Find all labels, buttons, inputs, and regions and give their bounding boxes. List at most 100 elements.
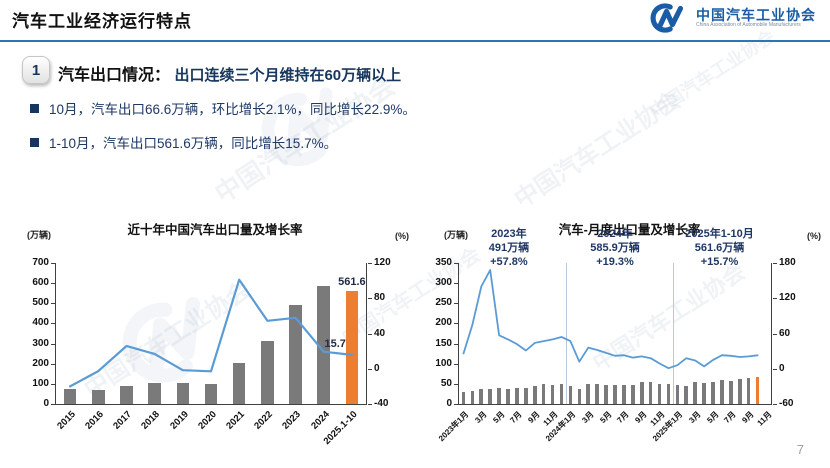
header-divider — [0, 40, 830, 42]
y-axis-tick-label-right: 0 — [374, 362, 380, 374]
y-axis-tick — [367, 263, 372, 264]
bar — [666, 383, 671, 404]
bar — [120, 386, 133, 404]
y-axis-tick — [50, 263, 55, 264]
watermark: 中国汽车工业协会 — [509, 86, 686, 214]
x-axis-tick-label: 2021 — [224, 409, 247, 432]
axis-unit-left: (万辆) — [444, 230, 468, 240]
y-axis-tick-label-left: 700 — [32, 257, 49, 268]
y-axis-tick — [453, 383, 458, 385]
y-axis-tick — [453, 343, 458, 345]
y-axis-tick — [772, 333, 777, 335]
x-axis-tick-label: 7月 — [508, 409, 524, 425]
y-axis-tick — [453, 303, 458, 305]
y-axis-tick — [453, 323, 458, 325]
y-axis-tick — [50, 363, 55, 365]
y-axis-tick-label-left: 200 — [435, 317, 452, 329]
section-heading-main: 汽车出口情况： — [58, 67, 171, 84]
y-axis-tick — [50, 404, 55, 405]
bar — [729, 380, 733, 404]
annotation: 2025年1-10月 561.6万辆 +15.7% — [685, 228, 754, 268]
y-axis-tick — [367, 368, 372, 370]
y-axis-tick-label-right: 0 — [779, 362, 785, 374]
bar — [595, 383, 599, 404]
logo-name-cn: 中国汽车工业协会 — [696, 7, 816, 24]
page-number: 7 — [796, 442, 804, 457]
y-axis-tick — [367, 333, 372, 335]
y-axis-tick — [453, 263, 458, 264]
bar — [746, 377, 751, 404]
x-axis-tick-label: 2023 — [280, 409, 304, 432]
y-axis-tick — [772, 298, 777, 300]
growth-rate-line — [462, 269, 759, 370]
bar — [755, 377, 760, 404]
y-axis-tick-label-left: 300 — [435, 277, 452, 289]
caam-logo-icon — [646, 3, 690, 33]
y-axis-tick — [453, 363, 458, 365]
y-axis-tick-label-left: 400 — [32, 317, 49, 329]
x-axis-tick-label: 2016 — [83, 409, 107, 432]
bullet-square-icon — [30, 137, 39, 147]
bar — [559, 383, 564, 404]
bullet-square-icon — [30, 103, 39, 113]
y-axis-tick — [367, 298, 372, 300]
x-axis-tick-label: 11月 — [755, 409, 774, 428]
bar — [604, 384, 608, 404]
chart-monthly-exports: (万辆) 汽车-月度出口量及增长率 (%) 0 50 100 150 200 250 300… — [432, 215, 827, 455]
y-axis-tick-label-right: 80 — [374, 292, 386, 304]
logo-name-en: China Association of Automobile Manufact… — [696, 22, 801, 29]
y-axis-tick-label-right: 120 — [374, 257, 391, 268]
x-axis-tick-label: 2018 — [139, 409, 163, 432]
bar — [524, 387, 528, 404]
bar — [586, 383, 591, 404]
y-axis-tick-label-left: 0 — [43, 398, 49, 409]
bar — [684, 386, 689, 404]
y-axis-tick-label-left: 100 — [32, 377, 49, 389]
bar — [541, 384, 546, 404]
bar — [737, 379, 742, 404]
y-axis-tick-label-left: 250 — [435, 297, 452, 309]
y-axis-tick-label-left: 100 — [435, 357, 452, 369]
y-axis-tick — [772, 368, 777, 370]
bar — [702, 383, 706, 404]
x-axis-tick-label: 3月 — [687, 409, 703, 425]
y-axis-tick-label-left: 0 — [446, 398, 452, 409]
plot-area: 0 50 100 150 200 250 300 350 -60 0 60 120 180 2023年1月… — [435, 228, 795, 443]
bar — [289, 305, 302, 404]
y-axis-tick — [50, 303, 55, 305]
bar — [148, 383, 161, 404]
x-axis-tick-label: 3月 — [473, 409, 489, 425]
y-axis-tick-label-right: -60 — [779, 398, 794, 409]
axis-unit-right: (%) — [395, 231, 409, 241]
chart-yearly-exports: (万辆) 近十年中国汽车出口量及增长率 (%) 0 100 200 300 400 500… — [15, 215, 415, 455]
y-axis-tick-label-left: 150 — [435, 337, 452, 349]
watermark-swoosh-icon — [241, 73, 370, 180]
bar — [532, 386, 537, 404]
chart-title: 汽车-月度出口量及增长率 — [558, 223, 701, 237]
y-axis-tick-label-left: 50 — [440, 377, 452, 389]
annotation: 2024年 585.9万辆 +19.3% — [590, 228, 640, 268]
x-axis-tick-label: 9月 — [526, 409, 542, 425]
bar — [232, 363, 246, 404]
y-axis-tick-label-left: 600 — [32, 277, 49, 289]
y-axis-tick-label-left: 200 — [32, 357, 49, 369]
x-axis-tick-label: 2023年1月 — [437, 409, 471, 444]
bar — [204, 384, 218, 404]
bar — [720, 380, 724, 404]
plot-area: 0 100 200 300 400 500 600 700 -40 0 40 80 120 2015 201… — [32, 257, 390, 447]
y-axis-tick — [367, 404, 372, 405]
bar — [675, 385, 680, 404]
year-separator-line — [672, 263, 674, 404]
annotation: 2023年 491万辆 +57.8% — [488, 228, 530, 268]
y-axis-tick-label-right: -40 — [374, 398, 389, 409]
bar — [693, 381, 698, 404]
bar — [63, 389, 77, 404]
bar — [657, 384, 662, 404]
x-axis-tick-label: 2019 — [167, 409, 191, 432]
line-value-label: 15.7 — [324, 337, 346, 350]
y-axis-tick-label-right: 180 — [779, 257, 796, 268]
x-axis-tick-label: 2024 — [308, 409, 332, 432]
y-axis-tick — [50, 283, 55, 285]
section-badge: 1 — [22, 56, 50, 84]
bar — [515, 388, 519, 404]
